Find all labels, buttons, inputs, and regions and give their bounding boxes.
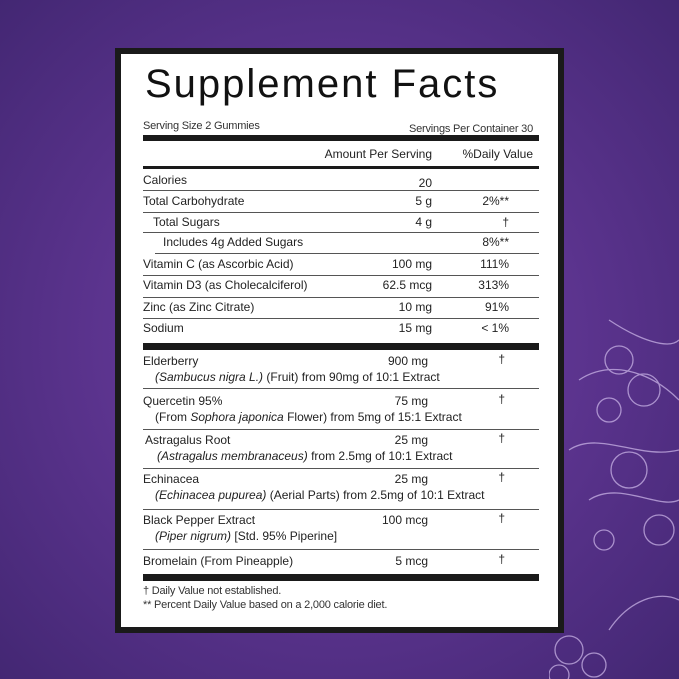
ingredient-name: Echinacea [143, 472, 200, 486]
row-divider [143, 297, 539, 298]
source-detail: Flower) from 5mg of 15:1 Extract [283, 410, 462, 424]
ingredient-amount: 25 mg [394, 433, 428, 447]
nutrient-name: Vitamin D3 (as Cholecalciferol) [143, 278, 308, 292]
row-divider [143, 509, 539, 510]
divider-thick [143, 343, 539, 350]
nutrient-dv: 8%** [482, 235, 509, 249]
nutrient-name: Includes 4g Added Sugars [163, 235, 304, 249]
nutrient-amount: 62.5 mcg [382, 278, 432, 292]
nutrient-dv: 91% [484, 300, 509, 314]
source-detail: from 2.5mg of 10:1 Extract [307, 449, 453, 463]
nutrient-name: Zinc (as Zinc Citrate) [143, 300, 255, 314]
botanical-name: (Echinacea pupurea) [155, 488, 267, 502]
ingredient-dv: † [498, 352, 505, 366]
supplement-facts-panel: Supplement Facts Serving Size 2 Gummies … [115, 48, 564, 633]
ingredient-dv: † [498, 552, 505, 566]
ingredient-amount: 5 mcg [395, 554, 428, 568]
row-divider [143, 190, 539, 191]
nutrient-amount: 15 mg [398, 321, 432, 335]
footnote: † Daily Value not established. [143, 585, 282, 597]
nutrient-dv: 111% [480, 257, 509, 271]
ingredient-source: (Piper nigrum) [Std. 95% Piperine] [155, 529, 337, 543]
source-detail: [Std. 95% Piperine] [231, 529, 338, 543]
ingredient-dv: † [498, 431, 505, 445]
row-divider [143, 549, 539, 550]
divider-thick [143, 574, 539, 581]
row-divider [143, 429, 539, 430]
nutrient-amount: 5 g [415, 194, 432, 208]
nutrient-name: Sodium [143, 321, 184, 335]
ingredient-source: (Astragalus membranaceus) from 2.5mg of … [157, 449, 452, 463]
ingredient-name: Quercetin 95% [143, 394, 223, 408]
elderberry-flower-illustration [549, 319, 679, 679]
botanical-name: (Sambucus nigra L.) [155, 370, 264, 384]
botanical-name: Sophora japonica [190, 410, 284, 424]
row-divider [143, 318, 539, 319]
row-divider [143, 388, 539, 389]
botanical-name: (Piper nigrum) [155, 529, 232, 543]
ingredient-name: Bromelain (From Pineapple) [143, 554, 294, 568]
panel-title: Supplement Facts [145, 62, 500, 106]
ingredient-name: Astragalus Root [145, 433, 231, 447]
ingredient-name: Black Pepper Extract [143, 513, 256, 527]
ingredient-name: Elderberry [143, 354, 199, 368]
servings-per-container: Servings Per Container 30 [408, 123, 533, 135]
nutrient-dv: < 1% [481, 321, 509, 335]
row-divider [143, 232, 539, 233]
nutrient-name: Vitamin C (as Ascorbic Acid) [143, 257, 294, 271]
serving-size: Serving Size 2 Gummies [143, 120, 260, 132]
source-detail: (Aerial Parts) from 2.5mg of 10:1 Extrac… [266, 488, 485, 502]
ingredient-dv: † [498, 392, 505, 406]
amount-header: Amount Per Serving [324, 147, 432, 161]
row-divider [143, 275, 539, 276]
divider-medium [143, 166, 539, 169]
nutrient-name: Total Carbohydrate [143, 194, 245, 208]
nutrient-amount: 4 g [415, 215, 432, 229]
ingredient-dv: † [498, 511, 505, 525]
ingredient-source: (Sambucus nigra L.) (Fruit) from 90mg of… [155, 370, 440, 384]
ingredient-amount: 100 mcg [381, 513, 428, 527]
row-divider [155, 253, 539, 254]
ingredient-dv: † [498, 470, 505, 484]
nutrient-name: Calories [143, 173, 188, 187]
nutrient-dv: 2%** [482, 194, 509, 208]
divider-thick [143, 135, 539, 141]
row-divider [143, 468, 539, 469]
nutrient-amount: 20 [418, 176, 432, 190]
ingredient-amount: 75 mg [394, 394, 428, 408]
nutrient-amount: 10 mg [398, 300, 432, 314]
botanical-name: (Astragalus membranaceus) [157, 449, 308, 463]
nutrient-dv: † [502, 215, 509, 229]
footnote: ** Percent Daily Value based on a 2,000 … [143, 599, 388, 611]
source-detail: (Fruit) from 90mg of 10:1 Extract [263, 370, 440, 384]
ingredient-amount: 900 mg [387, 354, 428, 368]
ingredient-source: (From Sophora japonica Flower) from 5mg … [155, 410, 462, 424]
nutrient-amount: 100 mg [391, 257, 432, 271]
dv-header: %Daily Value [462, 147, 533, 161]
source-prefix: (From [155, 410, 191, 424]
ingredient-source: (Echinacea pupurea) (Aerial Parts) from … [155, 488, 484, 502]
row-divider [143, 212, 539, 213]
ingredient-amount: 25 mg [394, 472, 428, 486]
nutrient-dv: 313% [478, 278, 509, 292]
nutrient-name: Total Sugars [153, 215, 220, 229]
